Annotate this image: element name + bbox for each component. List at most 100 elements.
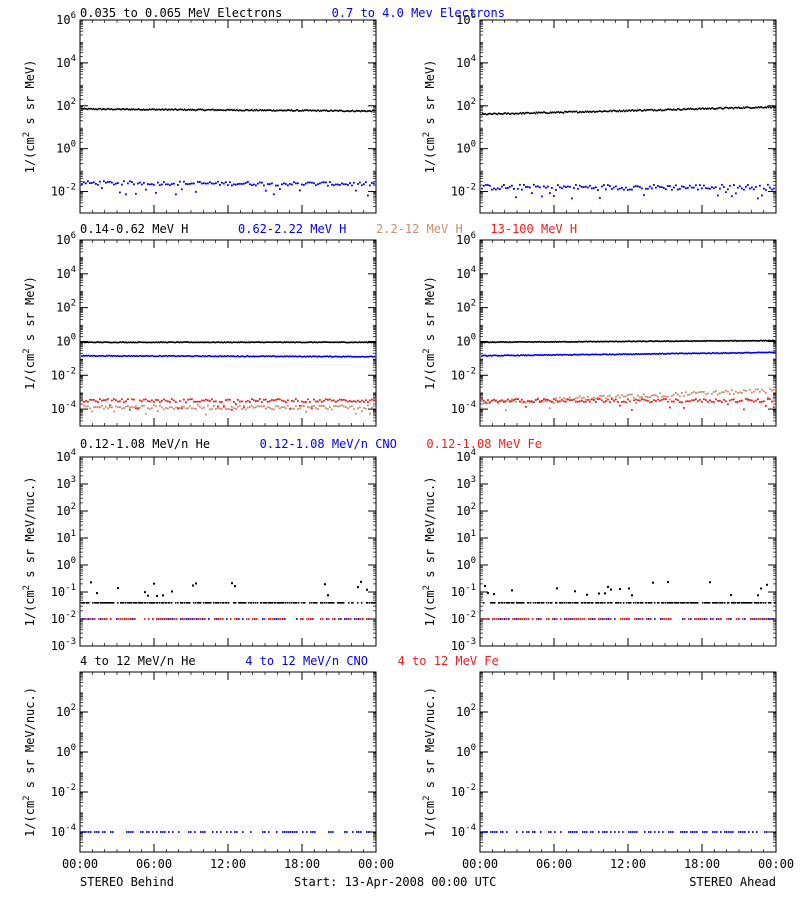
- data-point: [334, 618, 336, 620]
- y-axis-label: 1/(cm2 s sr MeV): [22, 276, 37, 390]
- data-point: [302, 831, 304, 833]
- data-point: [166, 618, 168, 620]
- data-point: [171, 406, 173, 408]
- data-point: [211, 183, 213, 185]
- data-point: [509, 400, 511, 402]
- data-point: [641, 188, 643, 190]
- data-point: [277, 405, 279, 407]
- data-point: [96, 831, 98, 833]
- data-point: [599, 197, 601, 199]
- data-point: [205, 183, 207, 185]
- data-point: [591, 398, 593, 400]
- data-point: [774, 351, 775, 353]
- data-point: [289, 602, 291, 604]
- data-point: [259, 182, 261, 184]
- data-point: [600, 618, 602, 620]
- legend-entry: 2.2-12 MeV H: [376, 222, 463, 236]
- data-point: [496, 618, 498, 620]
- data-point: [173, 183, 175, 185]
- data-point: [234, 618, 236, 620]
- data-point: [584, 618, 586, 620]
- data-point: [161, 400, 163, 402]
- data-point: [189, 405, 191, 407]
- data-point: [181, 407, 183, 409]
- data-point: [501, 399, 503, 401]
- data-point: [99, 398, 101, 400]
- data-point: [627, 189, 629, 191]
- data-point: [111, 182, 113, 184]
- data-point: [315, 184, 317, 186]
- data-point: [255, 602, 257, 604]
- data-point: [751, 602, 753, 604]
- data-point: [166, 602, 168, 604]
- data-point: [649, 186, 651, 188]
- data-point: [643, 399, 645, 401]
- data-point: [284, 831, 286, 833]
- data-point: [273, 193, 275, 195]
- data-point: [322, 602, 324, 604]
- data-point: [608, 618, 610, 620]
- data-point: [595, 186, 597, 188]
- data-point: [233, 407, 235, 409]
- data-point: [597, 398, 599, 400]
- data-point: [697, 602, 699, 604]
- data-point: [369, 400, 371, 402]
- data-point: [367, 405, 369, 407]
- data-point: [527, 186, 529, 188]
- data-point: [369, 413, 371, 415]
- data-point: [586, 594, 588, 596]
- data-point: [531, 400, 533, 402]
- data-point: [351, 401, 353, 403]
- data-point: [283, 406, 285, 408]
- data-point: [88, 831, 90, 833]
- data-point: [368, 831, 370, 833]
- data-point: [763, 400, 765, 402]
- data-point: [87, 180, 89, 182]
- data-point: [188, 618, 190, 620]
- data-point: [299, 408, 301, 410]
- data-point: [493, 188, 495, 190]
- data-point: [339, 184, 341, 186]
- data-point: [174, 618, 176, 620]
- data-point: [262, 831, 264, 833]
- data-point: [326, 618, 328, 620]
- data-point: [233, 183, 235, 185]
- data-point: [255, 185, 257, 187]
- data-point: [182, 618, 184, 620]
- data-point: [724, 602, 726, 604]
- data-point: [725, 390, 727, 392]
- data-point: [517, 188, 519, 190]
- y-tick-label: 10-2: [451, 366, 476, 382]
- data-point: [763, 188, 765, 190]
- data-point: [309, 401, 311, 403]
- data-point: [681, 401, 683, 403]
- data-point: [127, 182, 129, 184]
- data-point: [162, 594, 164, 596]
- data-point: [201, 183, 203, 185]
- data-point: [117, 406, 119, 408]
- data-point: [311, 182, 313, 184]
- data-point: [565, 401, 567, 403]
- data-point: [145, 413, 147, 415]
- data-point: [691, 187, 693, 189]
- data-point: [91, 182, 93, 184]
- data-point: [537, 398, 539, 400]
- data-point: [705, 399, 707, 401]
- data-point: [178, 831, 180, 833]
- data-point: [237, 183, 239, 185]
- legend-entry: 0.12-1.08 MeV/n CNO: [260, 437, 397, 451]
- data-point: [231, 582, 233, 584]
- data-point: [655, 400, 657, 402]
- data-point: [592, 602, 594, 604]
- plot-frame: [480, 457, 776, 646]
- data-point: [769, 388, 771, 390]
- data-point: [163, 181, 165, 183]
- data-point: [647, 188, 649, 190]
- data-point: [293, 408, 295, 410]
- data-point: [630, 602, 632, 604]
- data-point: [631, 594, 633, 596]
- data-point: [717, 394, 719, 396]
- legend-entry: 4 to 12 MeV/n CNO: [245, 654, 368, 668]
- data-point: [506, 618, 508, 620]
